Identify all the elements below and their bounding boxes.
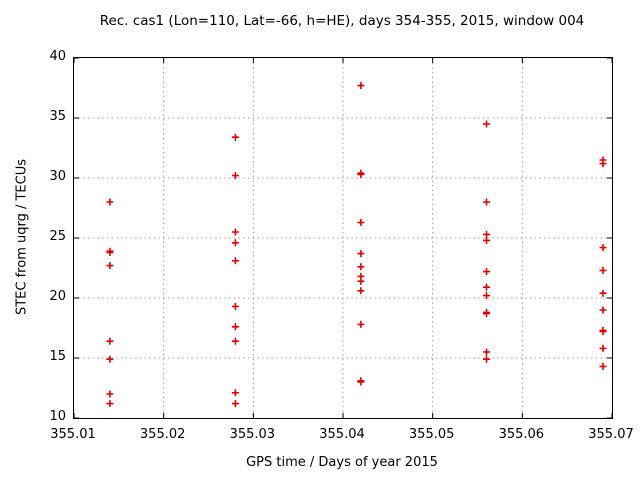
plot-canvas [74, 58, 612, 418]
x-tick-label: 355.03 [229, 427, 276, 442]
y-tick-label: 40 [49, 49, 66, 64]
data-point-markers [106, 82, 607, 408]
y-tick-label: 20 [49, 289, 66, 304]
y-tick-label: 30 [49, 169, 66, 184]
y-tick-label: 10 [49, 409, 66, 424]
y-tick-label: 25 [49, 229, 66, 244]
chart-title: Rec. cas1 (Lon=110, Lat=-66, h=HE), days… [99, 13, 585, 29]
x-tick-label: 355.02 [139, 427, 186, 442]
y-tick-label: 15 [49, 349, 66, 364]
x-axis-label: GPS time / Days of year 2015 [246, 455, 438, 470]
plot-area [73, 57, 613, 419]
x-tick-label: 355.07 [588, 427, 634, 442]
y-tick-label: 35 [49, 109, 66, 124]
x-tick-label: 355.01 [50, 427, 96, 442]
x-tick-label: 355.06 [498, 427, 545, 442]
x-tick-label: 355.04 [319, 427, 365, 442]
x-tick-label: 355.05 [408, 427, 455, 442]
